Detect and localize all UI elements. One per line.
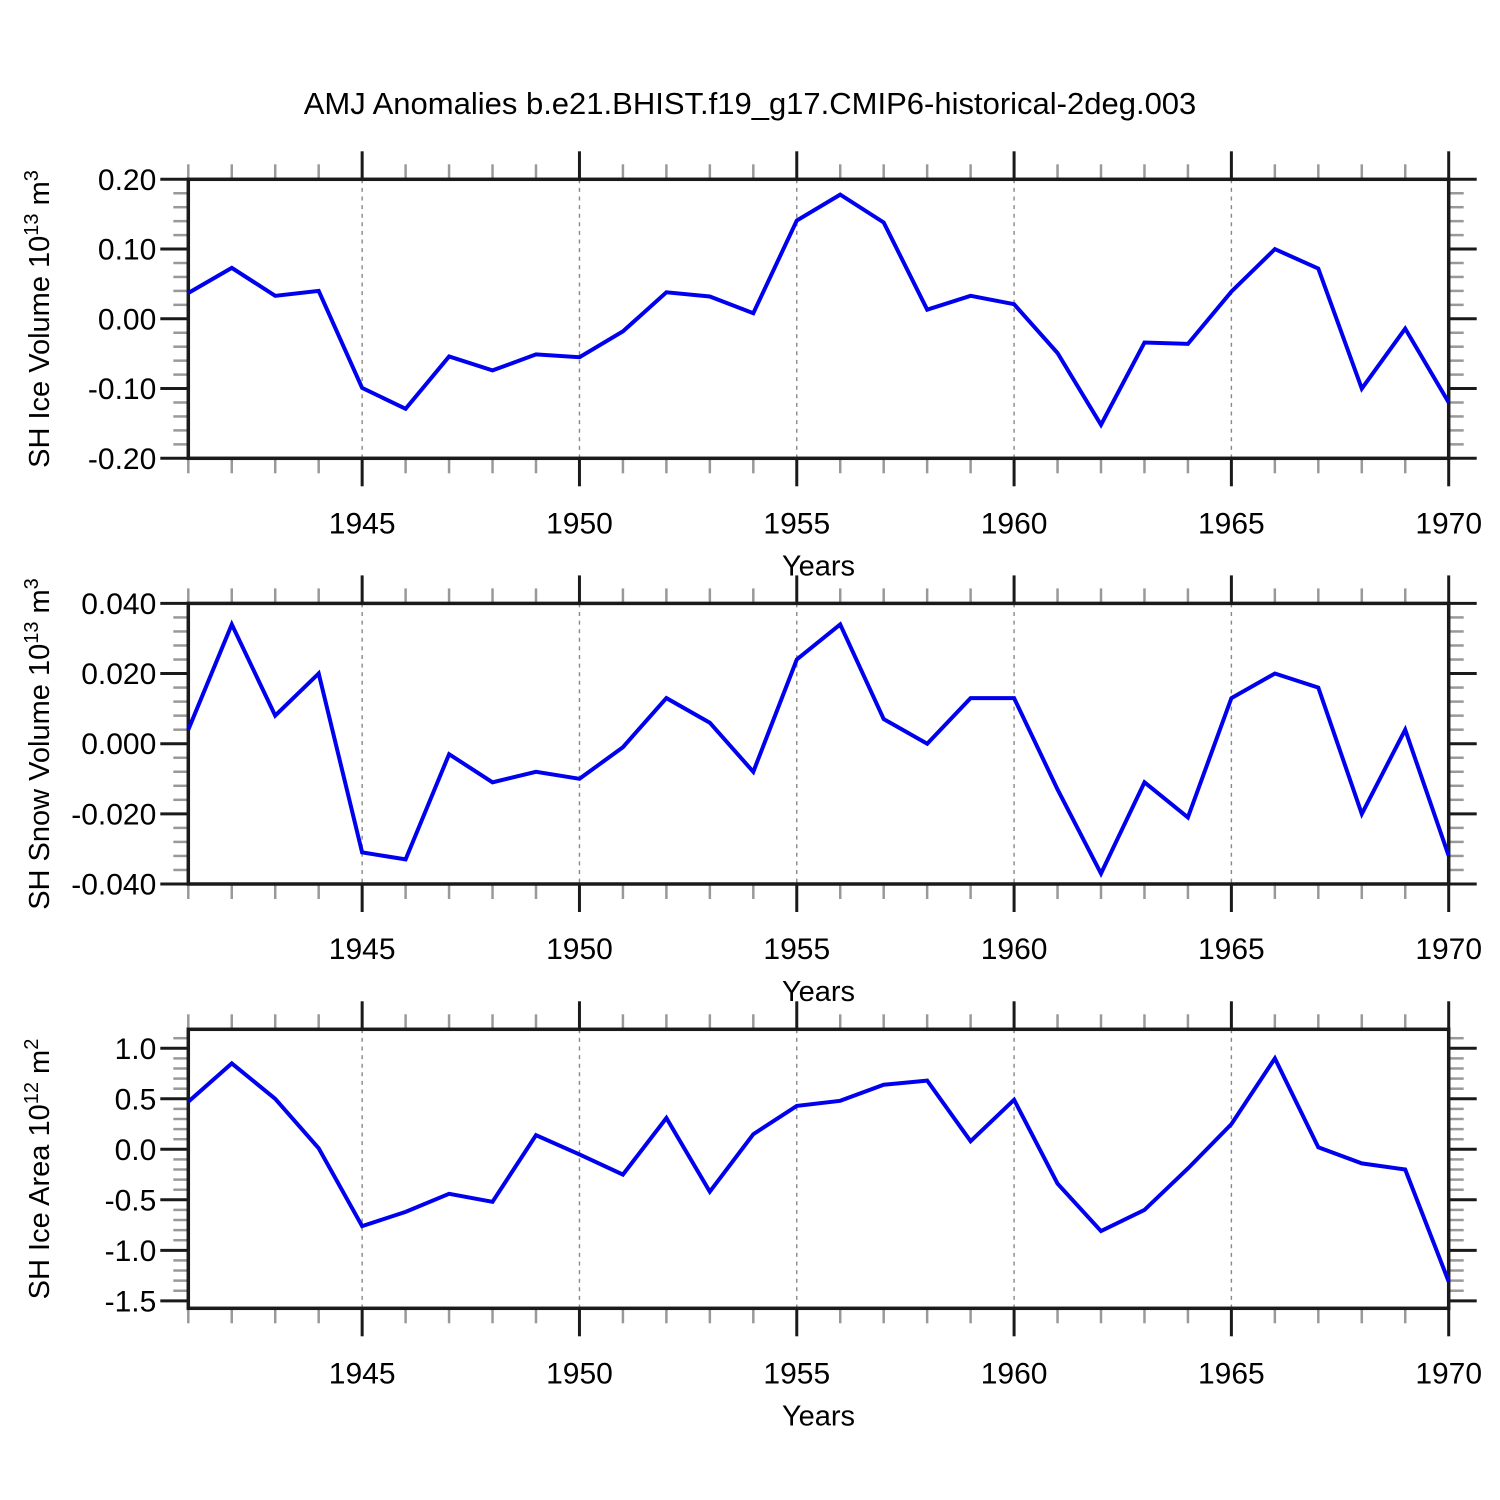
- tick-label: 1950: [546, 933, 613, 966]
- x-axis-title: Years: [782, 1400, 855, 1432]
- chart-title: AMJ Anomalies b.e21.BHIST.f19_g17.CMIP6-…: [303, 86, 1197, 121]
- tick-label: -0.20: [88, 443, 156, 476]
- tick-label: 0.20: [98, 164, 156, 197]
- tick-label: 1945: [329, 507, 396, 540]
- tick-label: 0.5: [115, 1083, 157, 1116]
- tick-label: 1945: [329, 933, 396, 966]
- tick-label: 0.0: [115, 1134, 157, 1167]
- series-line-1: [187, 192, 1451, 429]
- x-axis-title: Years: [782, 550, 855, 582]
- series-line-2: [186, 619, 1451, 878]
- tick-label: 0.10: [98, 234, 156, 267]
- tick-label: 0.000: [81, 728, 156, 761]
- tick-label: -0.5: [105, 1184, 157, 1217]
- plot-1: 0.20 0.10 0.00 -0.10 -0.20 1945 1950 1955 1960 19…: [88, 151, 1482, 582]
- series-line-3: [186, 1054, 1451, 1283]
- tick-label: -0.10: [88, 373, 156, 406]
- tick-label: 1950: [546, 507, 613, 540]
- tick-label: -0.020: [71, 798, 156, 831]
- plot-frame: [186, 177, 1451, 461]
- tick-label: 1955: [763, 507, 830, 540]
- plot-frame: [186, 1027, 1451, 1311]
- tick-label: 1955: [763, 1357, 830, 1390]
- tick-label: -1.0: [105, 1235, 157, 1268]
- tick-label: 1945: [329, 1357, 396, 1390]
- tick-label: 1960: [981, 933, 1048, 966]
- tick-label: 1965: [1198, 1357, 1265, 1390]
- tick-label: 1970: [1415, 1357, 1482, 1390]
- plot-2: 0.040 0.020 0.000 -0.020 -0.040 1945 1950 1955 1…: [71, 575, 1482, 1008]
- tick-label: 0.020: [81, 658, 156, 691]
- plot-frame: [186, 601, 1451, 886]
- tick-label: 1950: [546, 1357, 613, 1390]
- tick-label: 1965: [1198, 933, 1265, 966]
- tick-label: 0.00: [98, 303, 156, 336]
- tick-label: 1970: [1415, 507, 1482, 540]
- tick-label: 1970: [1415, 933, 1482, 966]
- tick-label: -0.040: [71, 869, 156, 902]
- plot-3: 1.0 0.5 0.0 -0.5 -1.0 -1.5 1945 1950 1955 1960 196…: [105, 1001, 1482, 1432]
- tick-label: 1960: [981, 1357, 1048, 1390]
- tick-label: 1965: [1198, 507, 1265, 540]
- tick-label: 1960: [981, 507, 1048, 540]
- tick-label: 0.040: [81, 588, 156, 621]
- tick-label: 1955: [763, 933, 830, 966]
- x-axis-title: Years: [782, 976, 855, 1008]
- tick-label: 1.0: [115, 1033, 157, 1066]
- tick-label: -1.5: [105, 1285, 157, 1318]
